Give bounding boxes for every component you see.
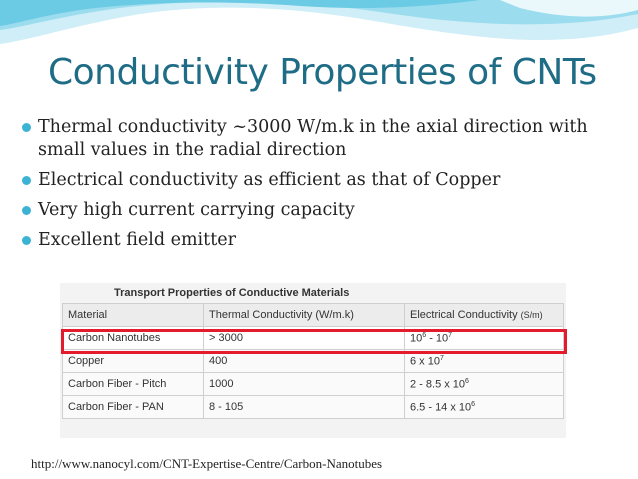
header-thermal: Thermal Conductivity (W/m.k) [203, 303, 405, 327]
header-electrical: Electrical Conductivity (S/m) [404, 303, 564, 327]
header-material: Material [62, 303, 204, 327]
cell-electrical: 6.5 - 14 x 106 [404, 395, 564, 419]
header-electrical-unit: (S/m) [520, 310, 543, 320]
table-title: Transport Properties of Conductive Mater… [114, 287, 350, 299]
transport-properties-table-image: Transport Properties of Conductive Mater… [60, 283, 566, 438]
bullet-dot-icon [22, 176, 31, 185]
bullet-dot-icon [22, 123, 31, 132]
cell-electrical: 2 - 8.5 x 106 [404, 372, 564, 396]
carbon-nanotubes-highlight-box [61, 329, 567, 354]
cell-thermal: 8 - 105 [203, 395, 405, 419]
bullet-item: Very high current carrying capacity [22, 199, 612, 222]
slide-title: Conductivity Properties of CNTs [48, 52, 597, 93]
bullet-dot-icon [22, 206, 31, 215]
bullet-item: Thermal conductivity ~3000 W/m.k in the … [22, 116, 612, 162]
bullet-dot-icon [22, 236, 31, 245]
bullet-list: Thermal conductivity ~3000 W/m.k in the … [22, 116, 612, 259]
bullet-item: Electrical conductivity as efficient as … [22, 169, 612, 192]
cell-thermal: 1000 [203, 372, 405, 396]
table-header-row: Material Thermal Conductivity (W/m.k) El… [62, 303, 564, 327]
cell-material: Carbon Fiber - PAN [62, 395, 204, 419]
source-url: http://www.nanocyl.com/CNT-Expertise-Cen… [31, 456, 383, 471]
transport-properties-table: Material Thermal Conductivity (W/m.k) El… [62, 303, 564, 419]
cell-material: Carbon Fiber - Pitch [62, 372, 204, 396]
table-row: Carbon Fiber - PAN 8 - 105 6.5 - 14 x 10… [62, 395, 564, 419]
bullet-item: Excellent field emitter [22, 229, 612, 252]
table-row: Carbon Fiber - Pitch 1000 2 - 8.5 x 106 [62, 372, 564, 396]
header-wave-decoration [0, 0, 638, 52]
